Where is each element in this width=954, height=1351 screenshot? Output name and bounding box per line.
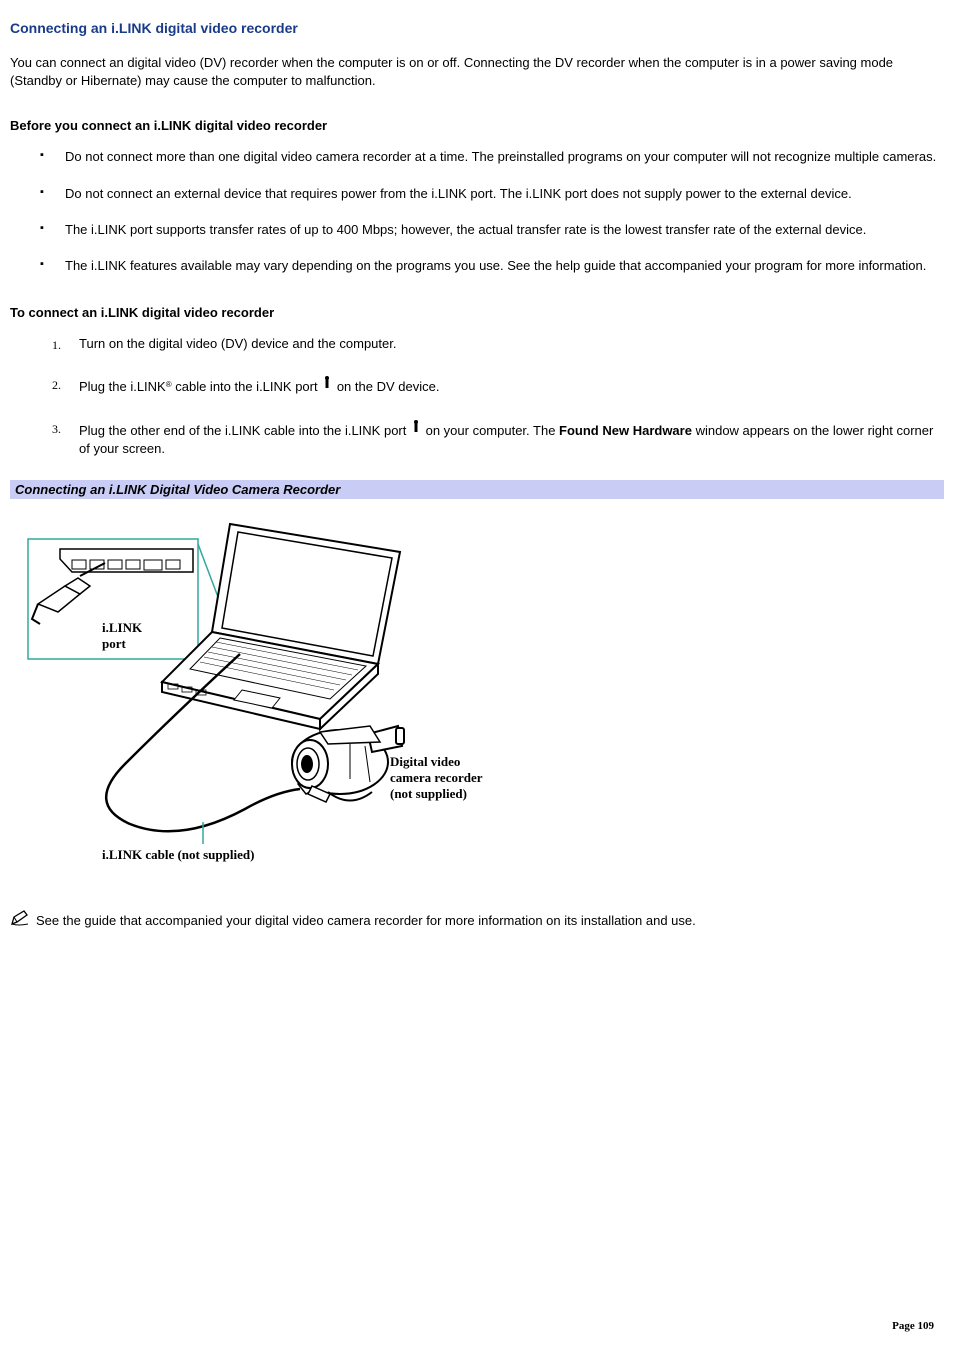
connection-diagram: i.LINK port i.LINK cable (not supplied) … [10,504,510,869]
before-heading: Before you connect an i.LINK digital vid… [10,118,944,133]
note-text: See the guide that accompanied your digi… [36,912,696,930]
camera-label: (not supplied) [390,786,467,801]
step-item: Plug the i.LINK® cable into the i.LINK p… [54,375,944,396]
step-text: cable into the i.LINK port [172,380,322,395]
ilink-port-icon [411,419,421,438]
port-label: port [102,636,127,651]
bullet-item: Do not connect more than one digital vid… [40,148,944,166]
camera-label: Digital video [390,754,460,769]
step-text: Plug the i.LINK [79,380,166,395]
bullet-item: The i.LINK port supports transfer rates … [40,221,944,239]
port-label: i.LINK [102,620,143,635]
step-text: Plug the other end of the i.LINK cable i… [79,423,410,438]
page-title: Connecting an i.LINK digital video recor… [10,20,944,36]
connect-heading: To connect an i.LINK digital video recor… [10,305,944,320]
step-item: Turn on the digital video (DV) device an… [54,335,944,353]
step-bold-text: Found New Hardware [559,423,692,438]
intro-paragraph: You can connect an digital video (DV) re… [10,54,944,90]
note-row: See the guide that accompanied your digi… [10,909,944,932]
cable-label: i.LINK cable (not supplied) [102,847,254,862]
diagram-caption: Connecting an i.LINK Digital Video Camer… [10,480,944,499]
before-bullet-list: Do not connect more than one digital vid… [10,148,944,275]
step-item: Plug the other end of the i.LINK cable i… [54,419,944,459]
camera-label: camera recorder [390,770,483,785]
page-number: Page 109 [892,1320,934,1332]
step-text: on your computer. The [422,423,559,438]
bullet-item: Do not connect an external device that r… [40,185,944,203]
bullet-item: The i.LINK features available may vary d… [40,257,944,275]
step-text: on the DV device. [333,380,439,395]
steps-list: Turn on the digital video (DV) device an… [10,335,944,458]
note-pencil-icon [10,909,32,932]
ilink-port-icon [322,375,332,394]
